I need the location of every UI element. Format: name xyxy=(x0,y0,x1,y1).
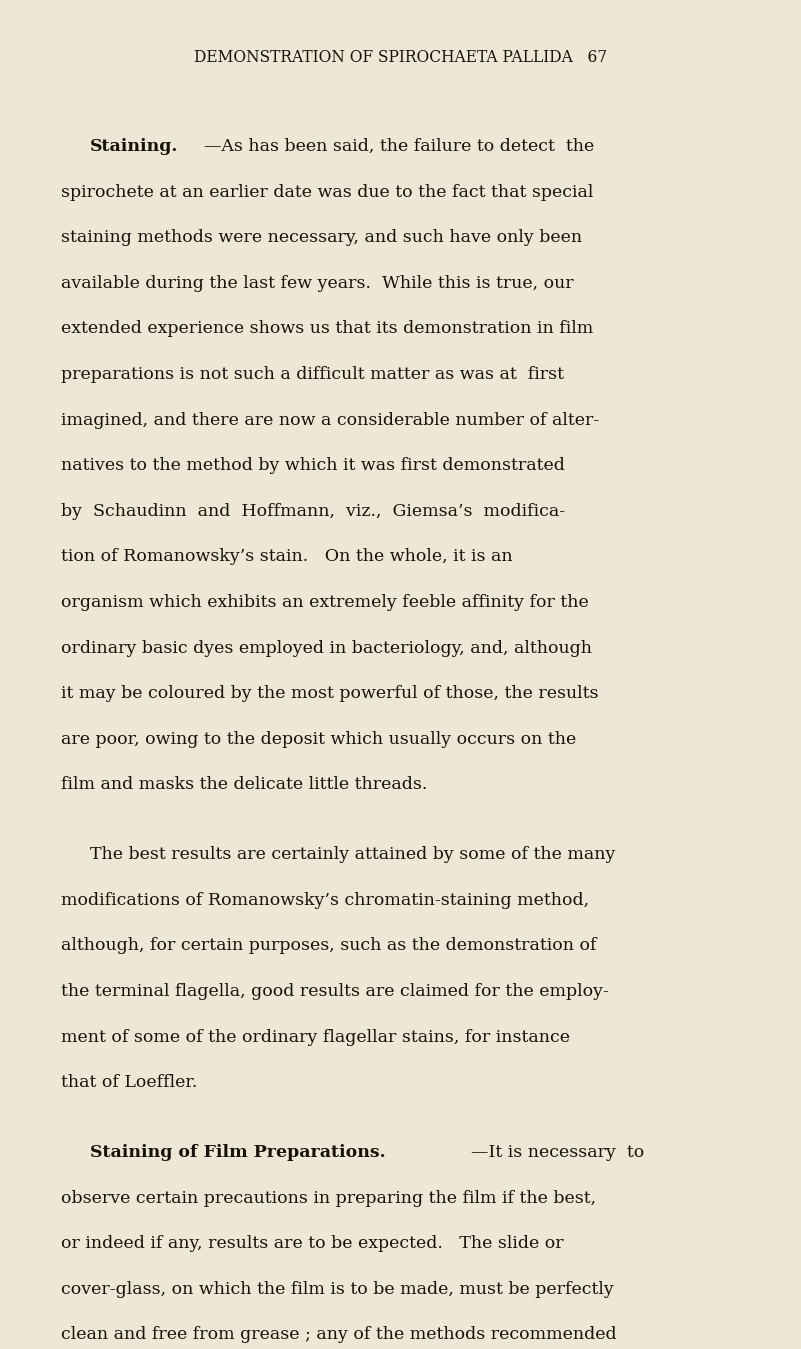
Text: The best results are certainly attained by some of the many: The best results are certainly attained … xyxy=(90,846,615,863)
Text: —It is necessary  to: —It is necessary to xyxy=(471,1144,645,1161)
Text: ordinary basic dyes employed in bacteriology, and, although: ordinary basic dyes employed in bacterio… xyxy=(61,639,592,657)
Text: or indeed if any, results are to be expected.   The slide or: or indeed if any, results are to be expe… xyxy=(61,1236,563,1252)
Text: staining methods were necessary, and such have only been: staining methods were necessary, and suc… xyxy=(61,229,582,247)
Text: it may be coloured by the most powerful of those, the results: it may be coloured by the most powerful … xyxy=(61,685,598,703)
Text: modifications of Romanowsky’s chromatin-staining method,: modifications of Romanowsky’s chromatin-… xyxy=(61,892,589,909)
Text: imagined, and there are now a considerable number of alter-: imagined, and there are now a considerab… xyxy=(61,411,599,429)
Text: by  Schaudinn  and  Hoffmann,  viz.,  Giemsa’s  modifica-: by Schaudinn and Hoffmann, viz., Giemsa’… xyxy=(61,503,565,519)
Text: natives to the method by which it was first demonstrated: natives to the method by which it was fi… xyxy=(61,457,565,475)
Text: clean and free from grease ; any of the methods recommended: clean and free from grease ; any of the … xyxy=(61,1326,617,1344)
Text: Staining.: Staining. xyxy=(90,138,178,155)
Text: film and masks the delicate little threads.: film and masks the delicate little threa… xyxy=(61,777,427,793)
Text: are poor, owing to the deposit which usually occurs on the: are poor, owing to the deposit which usu… xyxy=(61,731,576,747)
Text: observe certain precautions in preparing the film if the best,: observe certain precautions in preparing… xyxy=(61,1190,596,1207)
Text: extended experience shows us that its demonstration in film: extended experience shows us that its de… xyxy=(61,321,593,337)
Text: available during the last few years.  While this is true, our: available during the last few years. Whi… xyxy=(61,275,574,291)
Text: that of Loeffler.: that of Loeffler. xyxy=(61,1074,197,1091)
Text: Staining of Film Preparations.: Staining of Film Preparations. xyxy=(90,1144,385,1161)
Text: cover-glass, on which the film is to be made, must be perfectly: cover-glass, on which the film is to be … xyxy=(61,1282,614,1298)
Text: organism which exhibits an extremely feeble affinity for the: organism which exhibits an extremely fee… xyxy=(61,594,589,611)
Text: tion of Romanowsky’s stain.   On the whole, it is an: tion of Romanowsky’s stain. On the whole… xyxy=(61,549,513,565)
Text: —As has been said, the failure to detect  the: —As has been said, the failure to detect… xyxy=(203,138,594,155)
Text: the terminal flagella, good results are claimed for the employ-: the terminal flagella, good results are … xyxy=(61,983,609,1000)
Text: DEMONSTRATION OF SPIROCHAETA PALLIDA   67: DEMONSTRATION OF SPIROCHAETA PALLIDA 67 xyxy=(194,49,607,66)
Text: spirochete at an earlier date was due to the fact that special: spirochete at an earlier date was due to… xyxy=(61,183,594,201)
Text: ment of some of the ordinary flagellar stains, for instance: ment of some of the ordinary flagellar s… xyxy=(61,1029,570,1045)
Text: although, for certain purposes, such as the demonstration of: although, for certain purposes, such as … xyxy=(61,938,597,955)
Text: preparations is not such a difficult matter as was at  first: preparations is not such a difficult mat… xyxy=(61,366,564,383)
